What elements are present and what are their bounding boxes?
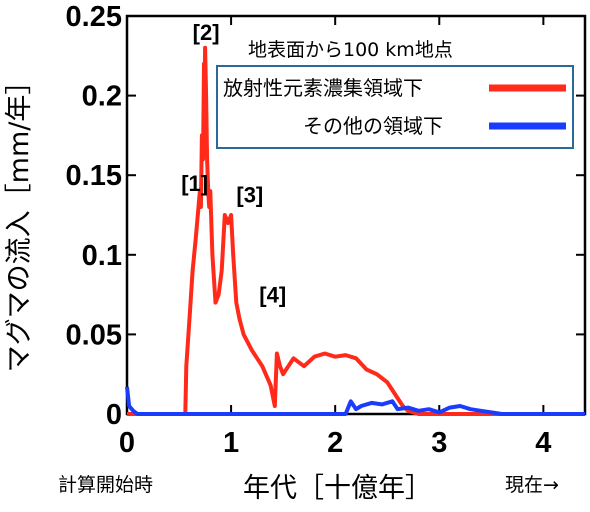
x-tick-label: 4 <box>535 427 551 459</box>
x-axis-ticks: 0 1 2 3 4 <box>119 16 551 459</box>
legend-label-enriched: 放射性元素濃集領域下 <box>223 76 423 100</box>
series-layer <box>125 45 585 416</box>
y-tick-label: 0.15 <box>66 160 122 192</box>
y-tick-label: 0 <box>106 399 122 431</box>
y-tick-label: 0.2 <box>82 81 122 113</box>
plot-frame <box>125 14 587 416</box>
x-tick-label: 0 <box>119 427 135 459</box>
y-axis-title: マグマの流入［mm/年］ <box>4 68 35 373</box>
peak-label-4: [4] <box>259 283 286 308</box>
legend-box <box>216 65 574 149</box>
legend-label-other: その他の領域下 <box>303 114 443 138</box>
legend-title: 地表面から100 km地点 <box>248 39 453 61</box>
y-axis-ticks: 0 0.05 0.1 0.15 0.2 0.25 <box>66 1 585 431</box>
x-tick-label: 1 <box>223 427 239 459</box>
peak-label-2: [2] <box>193 20 220 45</box>
y-tick-label: 0.25 <box>66 1 122 33</box>
x-tick-label: 2 <box>327 427 343 459</box>
series-line-enriched-region <box>127 45 585 416</box>
series-line-other-region <box>125 386 585 416</box>
x-axis-title: 年代［十億年］ <box>243 473 432 504</box>
x-tick-label: 3 <box>431 427 447 459</box>
legend: 地表面から100 km地点 放射性元素濃集領域下 その他の領域下 <box>216 39 574 149</box>
x-end-note: 現在→ <box>505 474 559 496</box>
y-tick-label: 0.05 <box>66 319 122 351</box>
plot-area: 0 0.05 0.1 0.15 0.2 0.25 0 1 2 3 4 <box>66 1 587 459</box>
x-start-note: 計算開始時 <box>58 474 153 496</box>
peak-label-3: [3] <box>236 182 263 207</box>
peak-label-1: [1] <box>181 171 208 196</box>
peak-annotations: [1] [2] [3] [4] <box>181 20 286 308</box>
y-tick-label: 0.1 <box>82 240 122 272</box>
